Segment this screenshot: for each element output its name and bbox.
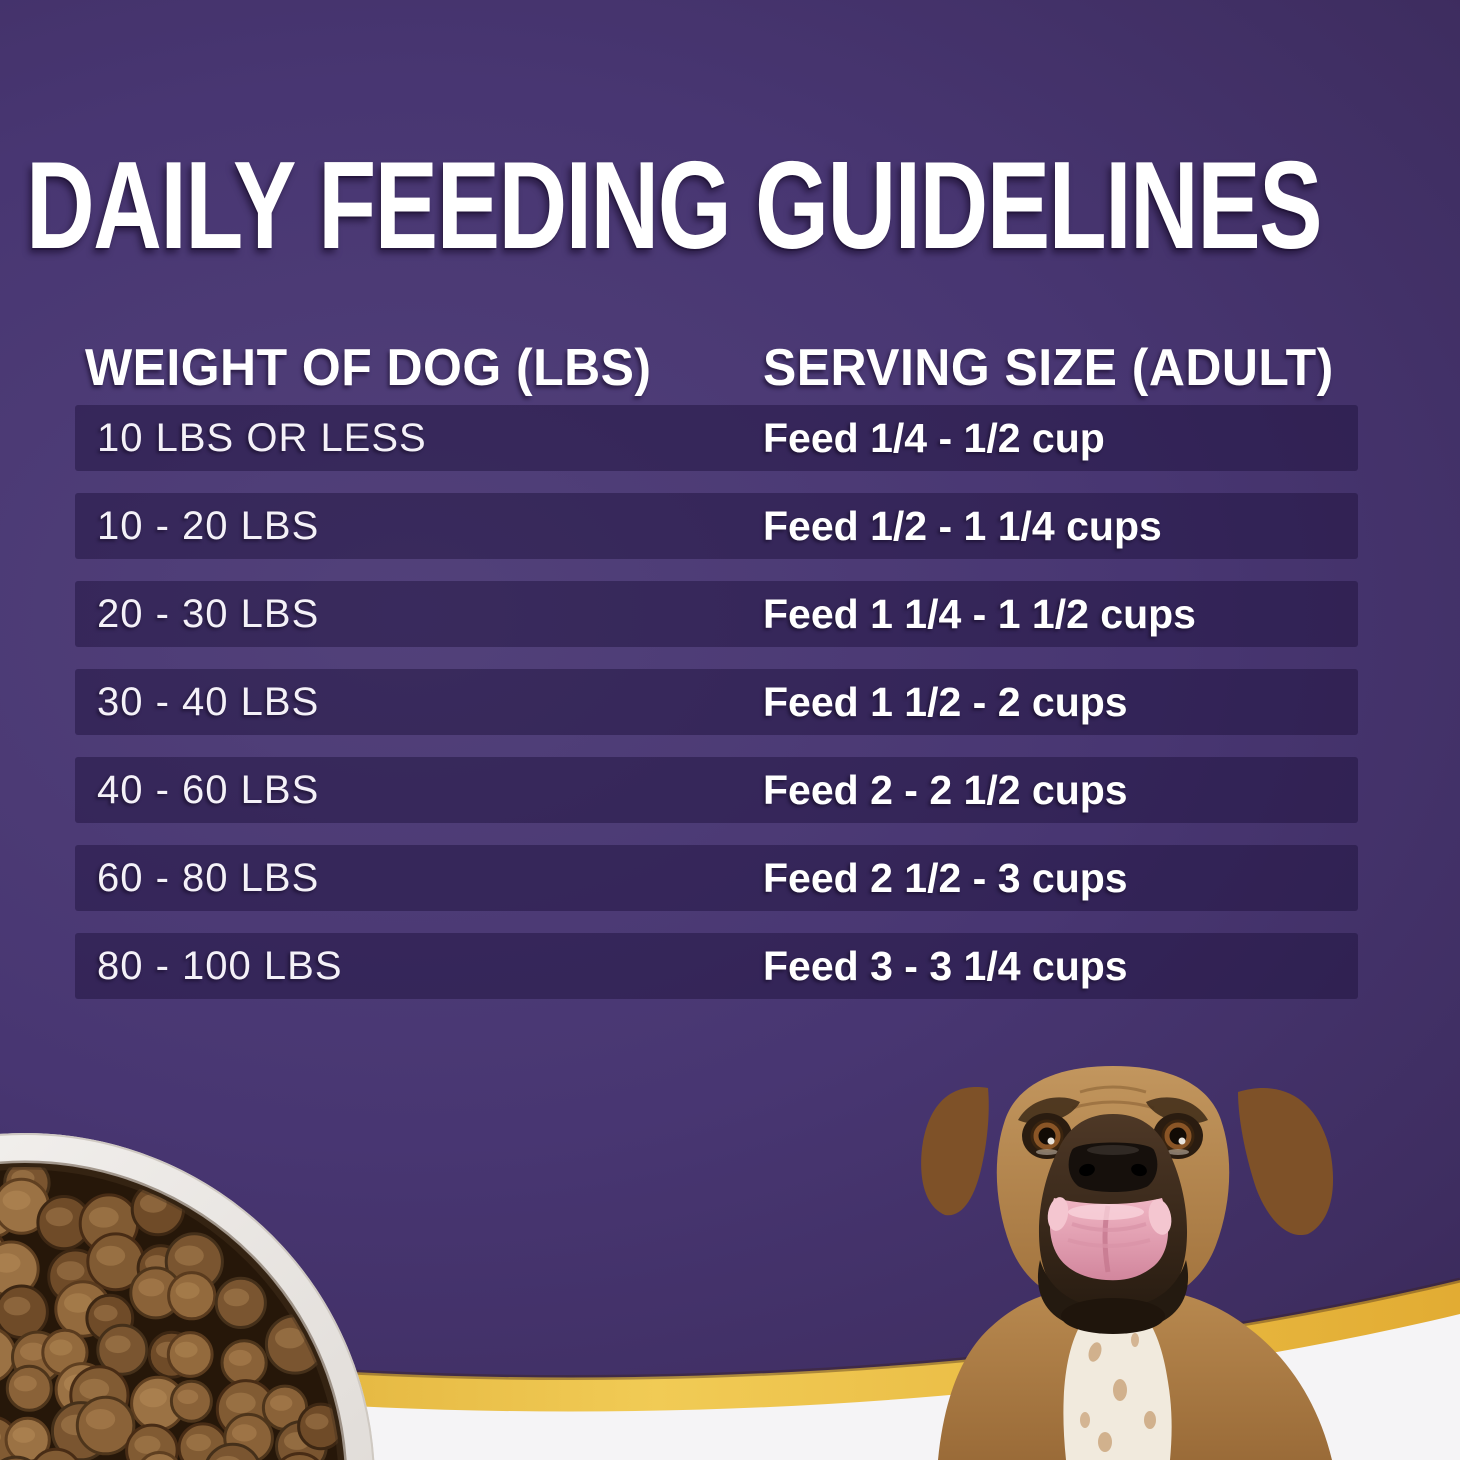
dog-jowls — [1037, 1260, 1189, 1334]
weight-cell: 30 - 40 LBS — [97, 679, 320, 724]
column-header-weight: WEIGHT OF DOG (LBS) — [85, 339, 652, 397]
kibble-bowl-image — [0, 1133, 375, 1460]
serving-cell: Feed 1 1/2 - 2 cups — [763, 678, 1128, 725]
serving-cell: Feed 1/4 - 1/2 cup — [763, 414, 1105, 461]
table-row: 80 - 100 LBS Feed 3 - 3 1/4 cups — [75, 933, 1358, 999]
serving-cell: Feed 2 1/2 - 3 cups — [763, 854, 1128, 901]
weight-cell: 40 - 60 LBS — [97, 767, 320, 812]
weight-cell: 60 - 80 LBS — [97, 855, 320, 900]
table-row: 60 - 80 LBS Feed 2 1/2 - 3 cups — [75, 845, 1358, 911]
serving-cell: Feed 3 - 3 1/4 cups — [763, 942, 1128, 989]
dog-ear-right — [1238, 1088, 1334, 1236]
weight-cell: 20 - 30 LBS — [97, 591, 320, 636]
dog-tongue — [1047, 1197, 1172, 1281]
dog-photo — [921, 1066, 1334, 1460]
column-header-serving: SERVING SIZE (ADULT) — [763, 339, 1334, 397]
table-header: WEIGHT OF DOG (LBS) SERVING SIZE (ADULT) — [0, 338, 1460, 398]
dog-brow-right — [1146, 1097, 1208, 1124]
serving-cell: Feed 1/2 - 1 1/4 cups — [763, 502, 1162, 549]
table-row: 40 - 60 LBS Feed 2 - 2 1/2 cups — [75, 757, 1358, 823]
table-row: 10 LBS OR LESS Feed 1/4 - 1/2 cup — [75, 405, 1358, 471]
table-row: 30 - 40 LBS Feed 1 1/2 - 2 cups — [75, 669, 1358, 735]
page-title: DAILY FEEDING GUIDELINES — [26, 135, 1323, 275]
dog-eye-left — [1022, 1113, 1072, 1159]
dog-nose — [1068, 1142, 1158, 1192]
serving-cell: Feed 1 1/4 - 1 1/2 cups — [763, 590, 1196, 637]
weight-cell: 80 - 100 LBS — [97, 943, 343, 988]
table-row: 20 - 30 LBS Feed 1 1/4 - 1 1/2 cups — [75, 581, 1358, 647]
table-row: 10 - 20 LBS Feed 1/2 - 1 1/4 cups — [75, 493, 1358, 559]
dog-ear-left — [921, 1087, 989, 1216]
dog-chest-patch — [1063, 1299, 1172, 1460]
weight-cell: 10 LBS OR LESS — [97, 415, 427, 460]
weight-cell: 10 - 20 LBS — [97, 503, 320, 548]
kibble-pieces — [0, 1167, 341, 1460]
serving-cell: Feed 2 - 2 1/2 cups — [763, 766, 1128, 813]
